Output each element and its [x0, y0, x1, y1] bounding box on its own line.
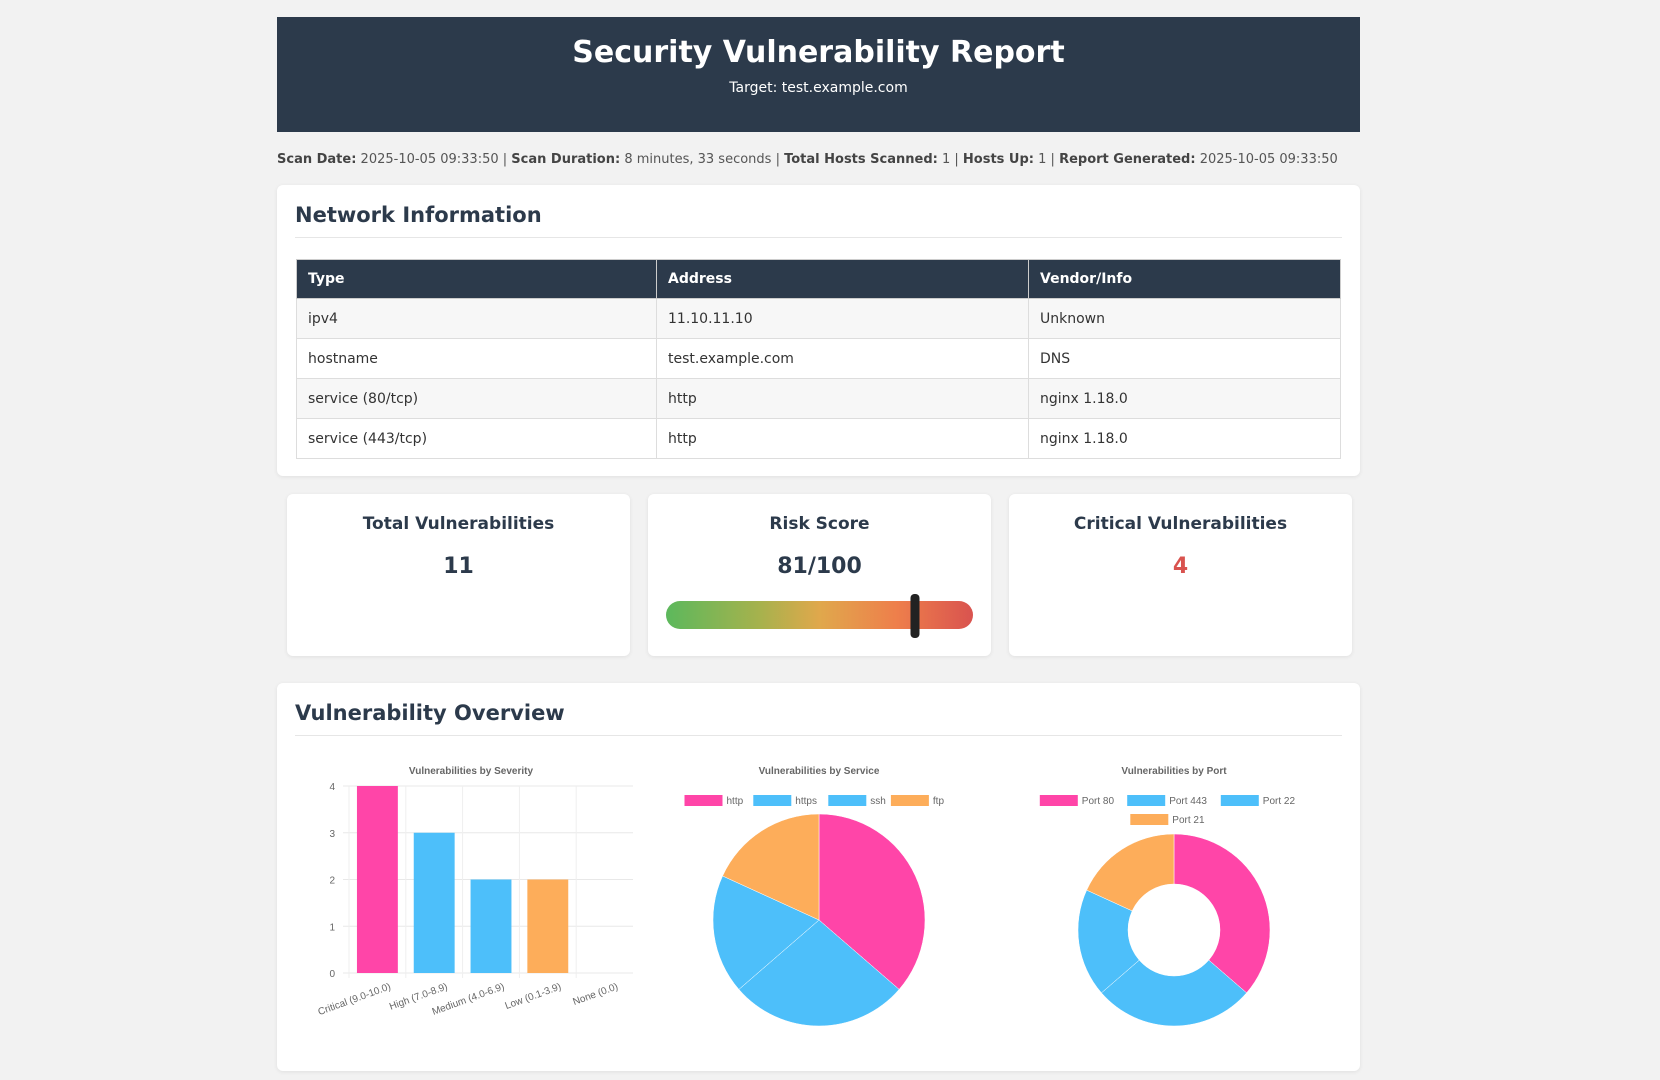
stat-label: Critical Vulnerabilities — [1073, 514, 1288, 534]
legend-swatch — [890, 795, 929, 806]
slice-ftp — [722, 813, 820, 921]
chart-title: Vulnerabilities by Service — [759, 766, 880, 777]
page-title: Security Vulnerability Report — [572, 35, 1065, 70]
legend-label: Port 443 — [1169, 796, 1207, 807]
column-header: Vendor/Info — [1028, 259, 1341, 299]
section-title: Vulnerability Overview — [295, 701, 1342, 736]
bar-2 — [470, 879, 512, 973]
y-tick-label: 1 — [329, 922, 335, 933]
hosts-up-label: Hosts Up: — [962, 152, 1034, 167]
x-tick-label: Critical (9.0-10.0) — [317, 981, 393, 1018]
vulnerability-overview-card: Vulnerability Overview Vulnerabilities b… — [277, 683, 1360, 1071]
legend-swatch — [1127, 795, 1166, 806]
legend-label: ftp — [933, 796, 945, 807]
table-cell: service (80/tcp) — [296, 378, 657, 419]
legend-label: Port 22 — [1263, 796, 1296, 807]
table-row: service (80/tcp) http nginx 1.18.0 — [296, 378, 1341, 419]
network-table: Type Address Vendor/Info ipv4 11.10.11.10… — [296, 259, 1341, 459]
network-information-card: Network Information Type Address Vendor/… — [277, 185, 1360, 476]
legend-label: ssh — [870, 796, 886, 807]
slice-port-443 — [1101, 959, 1247, 1027]
table-row: service (443/tcp) http nginx 1.18.0 — [296, 418, 1341, 459]
table-cell: Unknown — [1028, 298, 1341, 339]
bar-0 — [356, 786, 398, 973]
chart-title: Vulnerabilities by Port — [1121, 766, 1227, 777]
y-tick-label: 4 — [329, 782, 335, 793]
report-generated-label: Report Generated: — [1059, 152, 1196, 167]
critical-vulnerabilities-card: Critical Vulnerabilities 4 — [1009, 494, 1352, 656]
table-cell: nginx 1.18.0 — [1028, 418, 1341, 459]
bar-1 — [413, 832, 455, 973]
scan-duration-label: Scan Duration: — [511, 152, 621, 167]
table-cell: nginx 1.18.0 — [1028, 378, 1341, 419]
risk-meter-marker — [910, 594, 920, 638]
slice-port-21 — [1086, 833, 1175, 912]
scan-date-label: Scan Date: — [277, 152, 357, 167]
critical-vulnerabilities-value: 4 — [1172, 554, 1189, 579]
legend-label: http — [727, 796, 744, 807]
table-cell: 11.10.11.10 — [656, 298, 1029, 339]
slice-port-80 — [1173, 833, 1271, 994]
stat-label: Risk Score — [769, 514, 870, 534]
risk-score-card: Risk Score 81/100 — [648, 494, 991, 656]
y-tick-label: 2 — [329, 876, 335, 887]
target-host: Target: test.example.com — [729, 80, 908, 96]
slice-https — [738, 919, 900, 1027]
y-tick-label: 3 — [329, 829, 335, 840]
table-cell: http — [656, 418, 1029, 459]
risk-score-value: 81/100 — [777, 554, 862, 579]
legend-swatch — [828, 795, 867, 806]
total-vulnerabilities-card: Total Vulnerabilities 11 — [287, 494, 630, 656]
column-header: Address — [656, 259, 1029, 299]
table-row: hostname test.example.com DNS — [296, 338, 1341, 379]
slice-http — [818, 813, 926, 990]
table-row: ipv4 11.10.11.10 Unknown — [296, 298, 1341, 339]
overview-charts: Vulnerabilities by Severity 0 1 2 3 4 Critical… — [317, 766, 1296, 1027]
table-cell: http — [656, 378, 1029, 419]
hosts-scanned-label: Total Hosts Scanned: — [784, 152, 938, 167]
table-cell: test.example.com — [656, 338, 1029, 379]
chart-title: Vulnerabilities by Severity — [409, 766, 534, 777]
report-generated: 2025-10-05 09:33:50 — [1195, 152, 1338, 167]
table-cell: DNS — [1028, 338, 1341, 379]
slice-ssh — [712, 875, 820, 990]
scan-date: 2025-10-05 09:33:50 | — [356, 152, 512, 167]
y-tick-label: 0 — [329, 969, 335, 980]
stat-label: Total Vulnerabilities — [362, 514, 555, 534]
table-cell: service (443/tcp) — [296, 418, 657, 459]
legend-swatch — [684, 795, 723, 806]
hosts-up: 1 | — [1034, 152, 1060, 167]
table-cell: hostname — [296, 338, 657, 379]
table-cell: ipv4 — [296, 298, 657, 339]
legend-label: https — [795, 796, 817, 807]
legend-swatch — [1130, 814, 1169, 825]
hosts-scanned: 1 | — [937, 152, 963, 167]
x-tick-label: None (0.0) — [571, 981, 619, 1007]
column-header: Type — [296, 259, 657, 299]
section-title: Network Information — [295, 203, 1342, 238]
legend-label: Port 21 — [1172, 815, 1205, 826]
report-header: Security Vulnerability Report Target: te… — [277, 17, 1360, 132]
x-tick-label: Low (0.1-3.9) — [504, 981, 563, 1011]
risk-meter — [666, 594, 973, 638]
legend-swatch — [1039, 795, 1078, 806]
legend-swatch — [1220, 795, 1259, 806]
legend-swatch — [753, 795, 792, 806]
scan-summary: Scan Date: 2025-10-05 09:33:50 | Scan Du… — [277, 152, 1338, 167]
bar-3 — [527, 879, 569, 973]
total-vulnerabilities-value: 11 — [443, 554, 474, 579]
legend-label: Port 80 — [1082, 796, 1115, 807]
scan-duration: 8 minutes, 33 seconds | — [620, 152, 785, 167]
